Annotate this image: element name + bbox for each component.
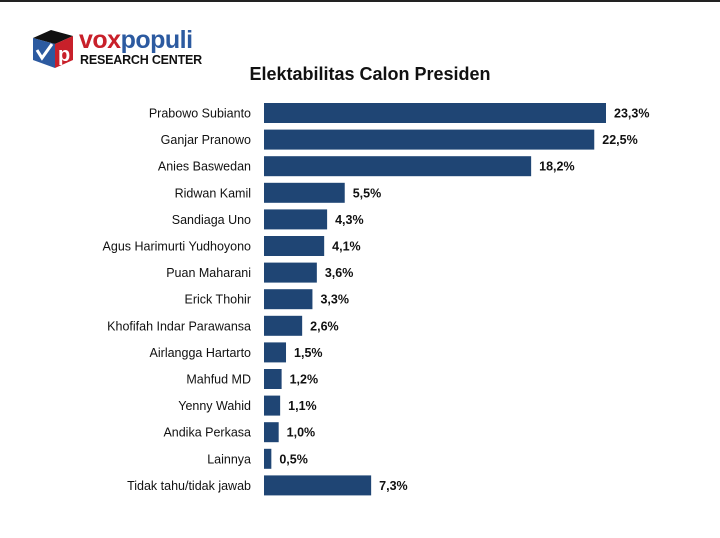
category-label: Sandiaga Uno [172, 213, 251, 227]
data-label: 1,1% [288, 399, 317, 413]
bar [264, 395, 281, 416]
data-label: 4,3% [335, 213, 364, 227]
bar [264, 156, 532, 177]
category-label: Airlangga Hartarto [150, 346, 251, 360]
voxpopuli-logo: p voxpopuli RESEARCH CENTER [33, 27, 203, 71]
logo-subtitle: RESEARCH CENTER [80, 53, 203, 67]
category-label: Lainnya [207, 452, 251, 466]
bar [264, 103, 606, 123]
category-label: Puan Maharani [166, 266, 251, 280]
data-label: 1,0% [287, 426, 316, 440]
bar [264, 422, 279, 443]
category-label: Agus Harimurti Yudhoyono [103, 240, 252, 254]
category-label: Khofifah Indar Parawansa [107, 319, 251, 333]
chart-title: Elektabilitas Calon Presiden [249, 64, 491, 84]
category-label: Anies Baswedan [158, 160, 251, 174]
svg-text:p: p [58, 44, 70, 66]
bar [264, 342, 287, 363]
data-label: 1,5% [294, 346, 323, 360]
bar [264, 369, 282, 389]
logo-brand-populi: populi [120, 26, 193, 54]
data-label: 0,5% [279, 452, 308, 466]
bar [264, 475, 372, 496]
bar [264, 289, 313, 310]
bar [264, 209, 328, 230]
bar [264, 182, 345, 203]
category-label: Ridwan Kamil [175, 186, 251, 200]
bar [264, 262, 317, 283]
data-label: 23,3% [614, 107, 649, 121]
data-label: 2,6% [310, 319, 339, 333]
data-label: 4,1% [332, 240, 361, 254]
data-label: 7,3% [379, 479, 408, 493]
category-label: Ganjar Pranowo [161, 133, 251, 147]
bar [264, 129, 595, 150]
category-label: Prabowo Subianto [149, 107, 251, 121]
logo-cube-icon: p [33, 30, 73, 68]
data-label: 5,5% [353, 186, 382, 200]
logo-brand: voxpopuli [79, 27, 193, 53]
data-label: 3,6% [325, 266, 354, 280]
data-label: 18,2% [539, 160, 574, 174]
logo-brand-vox: vox [79, 26, 121, 54]
category-label: Tidak tahu/tidak jawab [127, 479, 251, 493]
bar [264, 236, 325, 256]
data-label: 3,3% [320, 293, 349, 307]
bar [264, 448, 272, 469]
data-label: 22,5% [602, 133, 637, 147]
data-label: 1,2% [290, 373, 319, 387]
top-border [0, 0, 720, 2]
category-label: Yenny Wahid [178, 399, 251, 413]
category-label: Mahfud MD [186, 373, 251, 387]
category-label: Andika Perkasa [163, 426, 251, 440]
bar [264, 315, 303, 336]
category-label: Erick Thohir [185, 293, 251, 307]
